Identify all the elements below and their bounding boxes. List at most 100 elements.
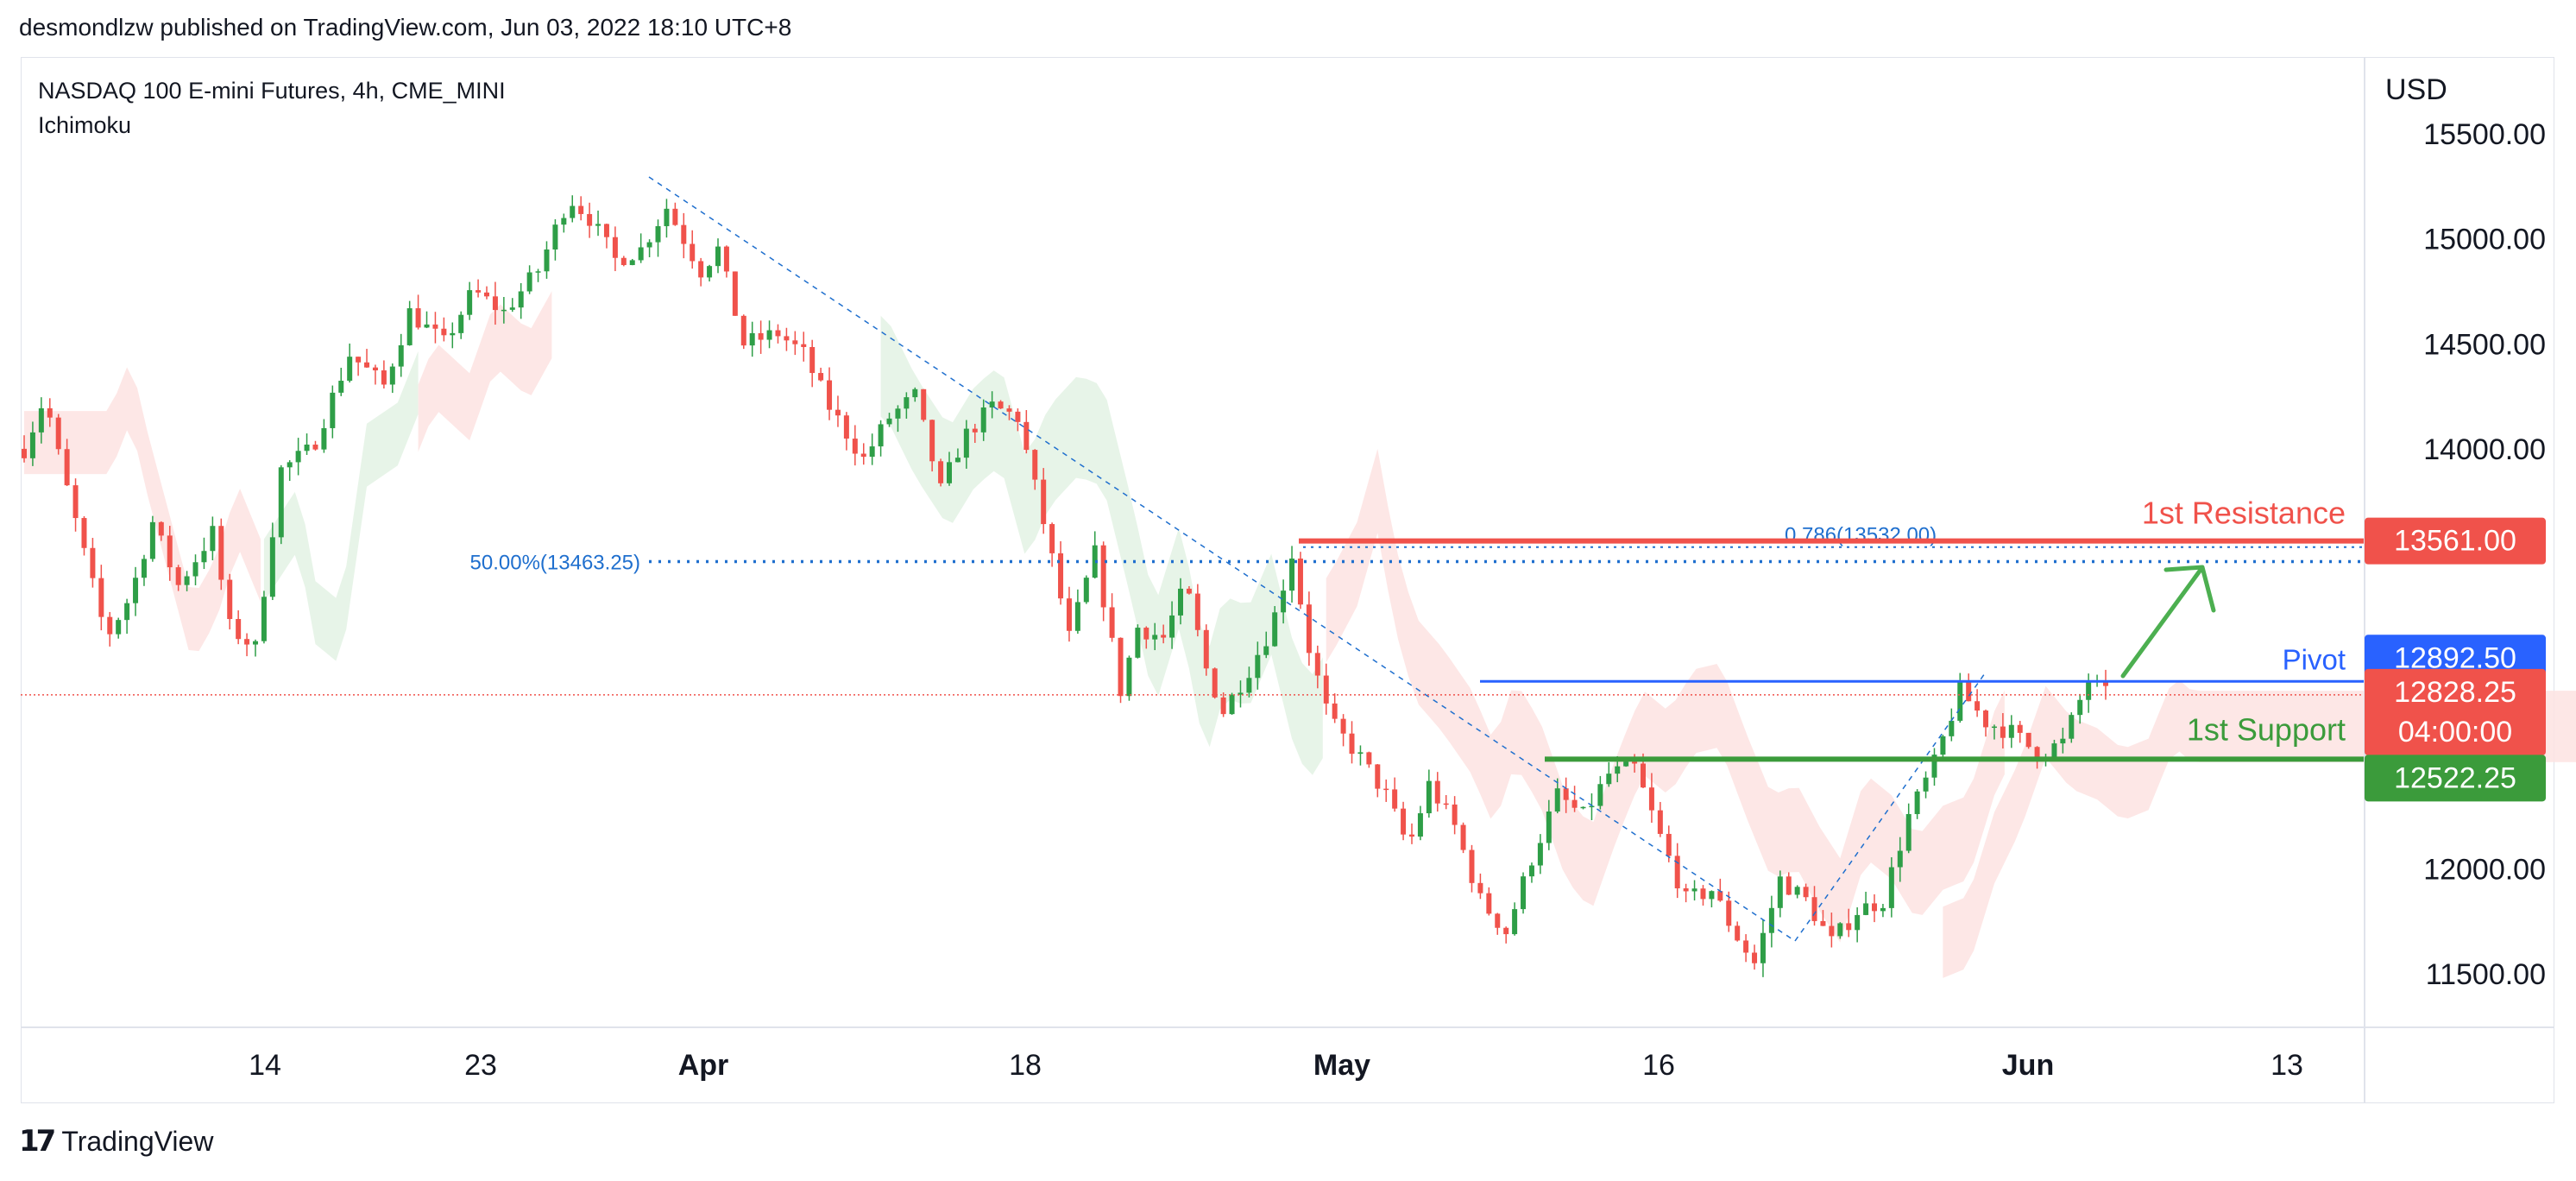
candle-down: [2034, 747, 2040, 761]
x-tick-label: Apr: [678, 1049, 729, 1082]
projection-arrow-head: [2163, 565, 2216, 613]
brand-name: TradingView: [61, 1125, 214, 1157]
candle-down: [227, 579, 233, 620]
y-tick-label: 15000.00: [2423, 224, 2546, 256]
candle-up: [1888, 867, 1894, 908]
candle-up: [1777, 876, 1783, 908]
candle-up: [347, 357, 353, 382]
candle-down: [158, 521, 164, 536]
candle-down: [1314, 653, 1320, 676]
candle-down: [1032, 450, 1038, 480]
indicator-name: Ichimoku: [38, 112, 131, 138]
candle-down: [1786, 876, 1792, 895]
candle-up: [389, 366, 395, 385]
candle-down: [2017, 724, 2023, 733]
candlestick-series: [22, 195, 2108, 977]
candle-down: [1041, 479, 1047, 525]
candle-up: [1940, 736, 1946, 755]
candle-up: [467, 290, 473, 315]
candle-up: [526, 272, 532, 292]
drawings-layer: 50.00%(13463.25) 0.786(13532.00) 1st Resis…: [21, 176, 2365, 942]
x-tick-label: 14: [249, 1049, 281, 1082]
candle-down: [175, 567, 181, 585]
candle-down: [1641, 763, 1646, 788]
candle-down: [98, 578, 104, 617]
chart-frame: [21, 57, 2554, 1103]
candle-up: [1606, 774, 1612, 785]
candle-down: [81, 518, 87, 548]
candle-down: [72, 485, 79, 519]
candle-up: [638, 247, 644, 261]
candle-up: [330, 392, 336, 428]
candle-down: [732, 271, 738, 316]
candle-down: [22, 448, 27, 458]
candle-down: [1983, 710, 1989, 728]
candle-up: [1760, 932, 1766, 963]
candle-down: [809, 346, 816, 374]
candle-up: [1537, 843, 1543, 866]
candle-up: [458, 314, 464, 333]
candle-down: [1469, 849, 1475, 883]
candle-down: [1752, 952, 1758, 963]
candle-down: [1340, 718, 1346, 734]
candle-down: [690, 243, 696, 262]
candle-down: [681, 224, 687, 244]
candle-down: [587, 213, 593, 226]
candle-up: [398, 344, 404, 367]
candle-down: [218, 526, 224, 580]
candle-up: [1855, 914, 1861, 931]
candle-up: [1092, 545, 1098, 578]
candle-down: [1486, 893, 1492, 914]
candle-up: [192, 562, 198, 577]
candle-down: [47, 407, 53, 418]
candle-down: [758, 332, 764, 340]
candle-up: [253, 641, 258, 645]
candle-up: [595, 224, 601, 226]
candle-down: [1829, 925, 1835, 937]
x-tick-label: 16: [1642, 1049, 1675, 1082]
candle-down: [1503, 927, 1509, 935]
candle-up: [2077, 699, 2083, 716]
publish-info: desmondlzw published on TradingView.com,…: [19, 14, 792, 41]
candle-up: [124, 603, 130, 621]
candle-up: [116, 620, 122, 635]
cloud-bear-segment: [1326, 448, 2005, 943]
y-tick-label: 14000.00: [2423, 433, 2546, 466]
candle-up: [1083, 578, 1089, 603]
candle-up: [321, 427, 327, 450]
candle-down: [603, 224, 609, 237]
resistance-tag-box: [2365, 517, 2546, 565]
candle-up: [980, 407, 986, 433]
candle-up: [1546, 812, 1552, 843]
candle-down: [1434, 780, 1440, 804]
support-tag-text: 12522.25: [2394, 761, 2516, 794]
candle-up: [2086, 681, 2092, 700]
candle-down: [107, 616, 113, 635]
candle-up: [1528, 865, 1534, 877]
tradingview-brand[interactable]: 17 TradingView: [19, 1124, 213, 1159]
candle-down: [1717, 891, 1723, 901]
candle-up: [1417, 813, 1423, 837]
support-tag-box: [2365, 755, 2546, 802]
candle-up: [1229, 694, 1235, 715]
candle-down: [1674, 856, 1680, 888]
candle-down: [1143, 628, 1149, 640]
candle-up: [201, 551, 207, 563]
candle-down: [244, 639, 250, 645]
candle-up: [450, 332, 456, 336]
x-tick-label: 18: [1009, 1049, 1042, 1082]
candle-up: [954, 458, 960, 463]
candle-up: [184, 576, 190, 585]
candle-down: [2000, 726, 2006, 738]
candle-down: [852, 439, 858, 454]
tradingview-logo-icon: 17: [19, 1124, 56, 1159]
candle-down: [356, 357, 362, 363]
candle-up: [1152, 635, 1158, 640]
candle-up: [869, 446, 875, 458]
candle-up: [963, 428, 969, 458]
candle-down: [1495, 913, 1501, 928]
candle-down: [1966, 680, 1972, 702]
candle-up: [1357, 752, 1364, 755]
